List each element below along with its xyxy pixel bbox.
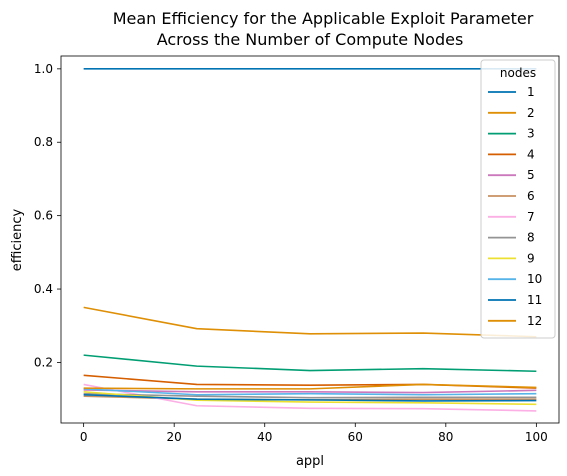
series-line-nodes-11 <box>83 393 537 402</box>
x-tick-label: 40 <box>257 430 272 444</box>
legend-label-nodes-7: 7 <box>527 210 535 224</box>
legend-label-nodes-4: 4 <box>527 147 535 161</box>
legend-label-nodes-1: 1 <box>527 85 535 99</box>
series-layer <box>83 68 537 412</box>
legend-label-nodes-9: 9 <box>527 251 535 265</box>
legend-label-nodes-5: 5 <box>527 168 535 182</box>
legend-box <box>480 59 556 339</box>
ticks-layer: 0 20 40 60 80 100 0.2 0.4 0.6 0.8 1.0 <box>34 62 548 444</box>
series-line-nodes-8 <box>83 392 537 399</box>
y-tick-label: 0.8 <box>34 135 53 149</box>
x-tick-label: 20 <box>167 430 182 444</box>
legend-label-nodes-6: 6 <box>527 189 535 203</box>
series-line-nodes-2 <box>83 306 537 338</box>
series-line-nodes-10 <box>83 388 537 396</box>
y-tick-label: 0.4 <box>34 282 53 296</box>
y-tick-label: 0.2 <box>34 355 53 369</box>
y-tick-label: 0.6 <box>34 209 53 223</box>
series-line-nodes-7 <box>83 383 537 412</box>
y-tick-label: 1.0 <box>34 62 53 76</box>
chart-title-line-2: Across the Number of Compute Nodes <box>157 30 464 49</box>
legend-label-nodes-10: 10 <box>527 272 542 286</box>
x-tick-label: 60 <box>348 430 363 444</box>
x-tick-label: 80 <box>438 430 453 444</box>
series-line-nodes-3 <box>83 354 537 373</box>
legend-label-nodes-12: 12 <box>527 314 542 328</box>
series-line-nodes-5 <box>83 389 537 394</box>
x-tick-label: 100 <box>525 430 548 444</box>
legend-label-nodes-11: 11 <box>527 293 542 307</box>
x-axis-label: appl <box>296 454 324 469</box>
plot-frame <box>60 55 560 424</box>
series-line-nodes-12 <box>83 383 537 390</box>
y-axis-label: efficiency <box>10 208 25 271</box>
legend-label-nodes-3: 3 <box>527 127 535 141</box>
legend-label-nodes-8: 8 <box>527 231 535 245</box>
chart-title-line-1: Mean Efficiency for the Applicable Explo… <box>113 9 534 28</box>
legend-title: nodes <box>500 66 536 80</box>
x-tick-label: 0 <box>80 430 88 444</box>
legend-label-nodes-2: 2 <box>527 106 535 120</box>
